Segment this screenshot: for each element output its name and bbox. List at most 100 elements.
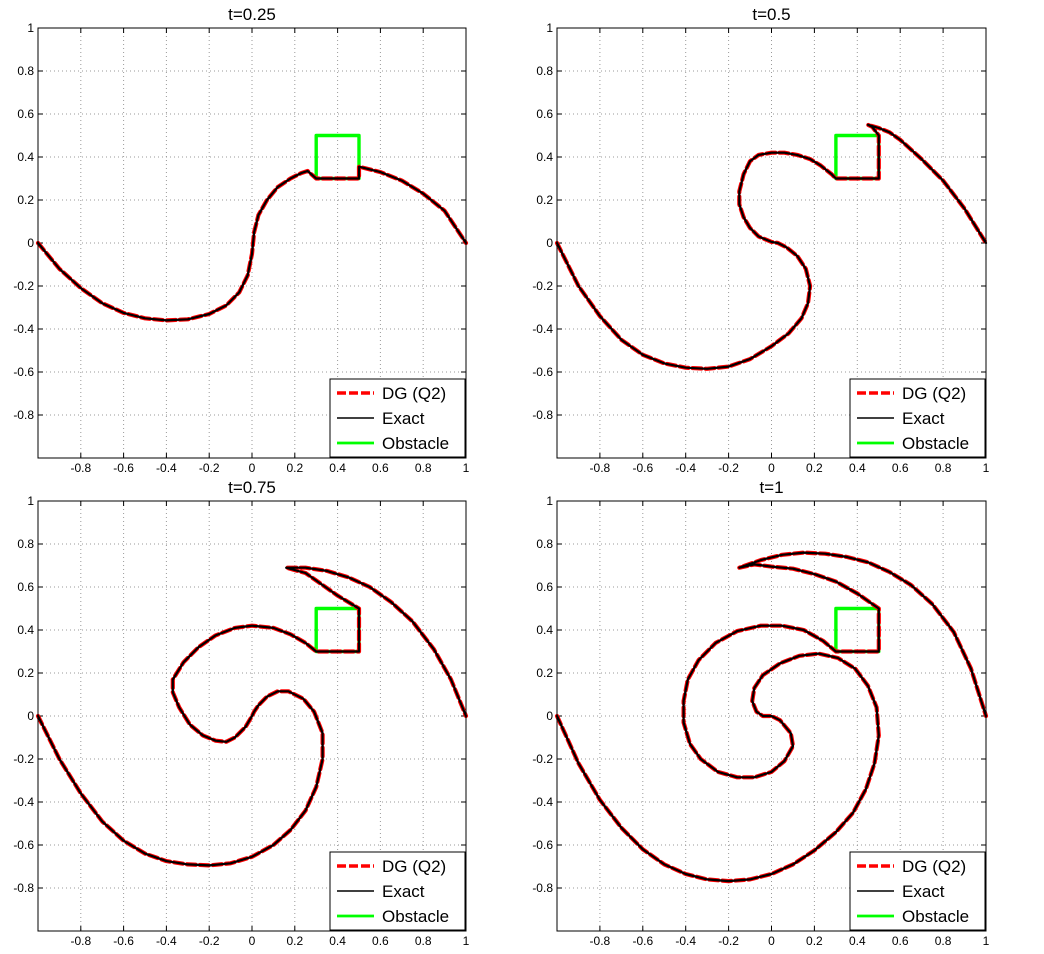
x-tick-label: 0 xyxy=(768,461,775,475)
x-tick-label: -0.2 xyxy=(718,461,739,475)
y-tick-label: 0.4 xyxy=(536,623,553,637)
y-tick-label: -0.6 xyxy=(13,365,34,379)
y-tick-label: 0.2 xyxy=(536,193,553,207)
y-tick-label: 0.2 xyxy=(17,666,34,680)
x-tick-label: 0.2 xyxy=(286,461,303,475)
legend-label: DG (Q2) xyxy=(902,857,966,876)
y-tick-label: -0.2 xyxy=(532,752,553,766)
legend-label: Exact xyxy=(382,882,425,901)
y-tick-label: -0.6 xyxy=(13,838,34,852)
y-tick-label: 0.4 xyxy=(17,623,34,637)
y-tick-label: -0.8 xyxy=(13,408,34,422)
x-tick-label: 0.2 xyxy=(806,934,823,948)
y-tick-label: -0.6 xyxy=(532,838,553,852)
y-tick-label: -0.4 xyxy=(532,322,553,336)
y-tick-label: -0.8 xyxy=(532,408,553,422)
legend-label: Obstacle xyxy=(382,434,449,453)
axes-frame xyxy=(556,500,987,932)
x-tick-label: -0.8 xyxy=(70,461,91,475)
legend: DG (Q2) Exact Obstacle xyxy=(329,851,466,931)
y-tick-label: 0 xyxy=(27,236,34,250)
subplot-title: t=1 xyxy=(759,478,783,497)
legend: DG (Q2) Exact Obstacle xyxy=(849,851,986,931)
subplot-title: t=0.75 xyxy=(228,478,276,497)
subplot-1: -0.8 -0.6 -0.4 -0.2 0 0.2 0.4 0.6 0.8 1 1 0.8 0.6 0.4… xyxy=(13,5,469,475)
series-exact xyxy=(555,551,988,883)
y-tick-label: 1 xyxy=(27,21,34,35)
y-tick-label: -0.8 xyxy=(532,881,553,895)
x-tick-label: -0.8 xyxy=(590,934,611,948)
x-tick-label: -0.6 xyxy=(632,934,653,948)
x-tick-label: -0.8 xyxy=(590,461,611,475)
legend-label: Exact xyxy=(382,409,425,428)
y-tick-label: -0.6 xyxy=(532,365,553,379)
series-exact xyxy=(36,165,468,322)
y-tick-label: -0.2 xyxy=(532,279,553,293)
x-tick-label: 1 xyxy=(983,934,990,948)
x-tick-label: 1 xyxy=(463,461,470,475)
y-tick-label: 0.2 xyxy=(17,193,34,207)
x-tick-label: 0.4 xyxy=(329,461,346,475)
subplot-3: -0.8 -0.6 -0.4 -0.2 0 0.2 0.4 0.6 0.8 1 1 0.8 0.6 0.4… xyxy=(13,478,469,948)
axes-frame xyxy=(37,500,467,932)
axes-frame xyxy=(556,27,987,459)
y-tick-label: 0.4 xyxy=(17,150,34,164)
subplot-4: -0.8 -0.6 -0.4 -0.2 0 0.2 0.4 0.6 0.8 1 1 0.8 0.6 0.4… xyxy=(532,478,989,948)
legend-label: DG (Q2) xyxy=(902,384,966,403)
y-tick-label: -0.8 xyxy=(13,881,34,895)
x-tick-label: 0.8 xyxy=(415,461,432,475)
y-tick-label: 0.2 xyxy=(536,666,553,680)
legend-label: DG (Q2) xyxy=(382,857,446,876)
x-tick-label: 0.8 xyxy=(935,934,952,948)
subplot-title: t=0.25 xyxy=(228,5,276,24)
y-tick-label: 0 xyxy=(27,709,34,723)
x-tick-label: -0.6 xyxy=(113,934,134,948)
y-tick-label: -0.2 xyxy=(13,279,34,293)
series-exact xyxy=(36,566,468,867)
legend-label: Exact xyxy=(902,882,945,901)
y-tick-label: -0.2 xyxy=(13,752,34,766)
subplot-title: t=0.5 xyxy=(752,5,790,24)
x-tick-label: 1 xyxy=(463,934,470,948)
y-tick-label: 0 xyxy=(546,709,553,723)
y-tick-label: 1 xyxy=(546,494,553,508)
x-tick-label: -0.4 xyxy=(675,461,696,475)
x-tick-label: 0.8 xyxy=(415,934,432,948)
x-tick-label: -0.2 xyxy=(199,461,220,475)
x-tick-label: 0.2 xyxy=(806,461,823,475)
x-tick-label: 0.4 xyxy=(329,934,346,948)
y-tick-label: 1 xyxy=(27,494,34,508)
x-tick-label: 0 xyxy=(768,934,775,948)
y-tick-label: 0.8 xyxy=(536,64,553,78)
x-tick-label: -0.6 xyxy=(113,461,134,475)
y-tick-label: 0.6 xyxy=(17,580,34,594)
series-exact xyxy=(555,123,988,370)
x-tick-label: -0.2 xyxy=(199,934,220,948)
subplot-2: -0.8 -0.6 -0.4 -0.2 0 0.2 0.4 0.6 0.8 1 1 0.8 0.6 0.4… xyxy=(532,5,989,475)
legend-label: Obstacle xyxy=(382,907,449,926)
x-tick-label: 0.6 xyxy=(892,461,909,475)
y-tick-label: 0.6 xyxy=(17,107,34,121)
x-tick-label: -0.4 xyxy=(156,934,177,948)
x-tick-label: -0.4 xyxy=(156,461,177,475)
y-tick-label: 1 xyxy=(546,21,553,35)
x-tick-label: -0.6 xyxy=(632,461,653,475)
y-tick-label: 0.8 xyxy=(17,537,34,551)
x-tick-label: 0.4 xyxy=(849,934,866,948)
y-tick-label: 0.6 xyxy=(536,580,553,594)
y-tick-label: -0.4 xyxy=(13,322,34,336)
y-tick-label: 0.4 xyxy=(536,150,553,164)
x-tick-label: 0.6 xyxy=(892,934,909,948)
y-tick-label: 0.6 xyxy=(536,107,553,121)
legend-label: Obstacle xyxy=(902,434,969,453)
x-tick-label: 0.8 xyxy=(935,461,952,475)
x-tick-label: -0.2 xyxy=(718,934,739,948)
legend-label: DG (Q2) xyxy=(382,384,446,403)
x-tick-label: 0.4 xyxy=(849,461,866,475)
legend: DG (Q2) Exact Obstacle xyxy=(329,378,466,458)
y-tick-label: 0.8 xyxy=(17,64,34,78)
x-tick-label: -0.4 xyxy=(675,934,696,948)
x-tick-label: 1 xyxy=(983,461,990,475)
legend-label: Exact xyxy=(902,409,945,428)
y-tick-label: 0 xyxy=(546,236,553,250)
